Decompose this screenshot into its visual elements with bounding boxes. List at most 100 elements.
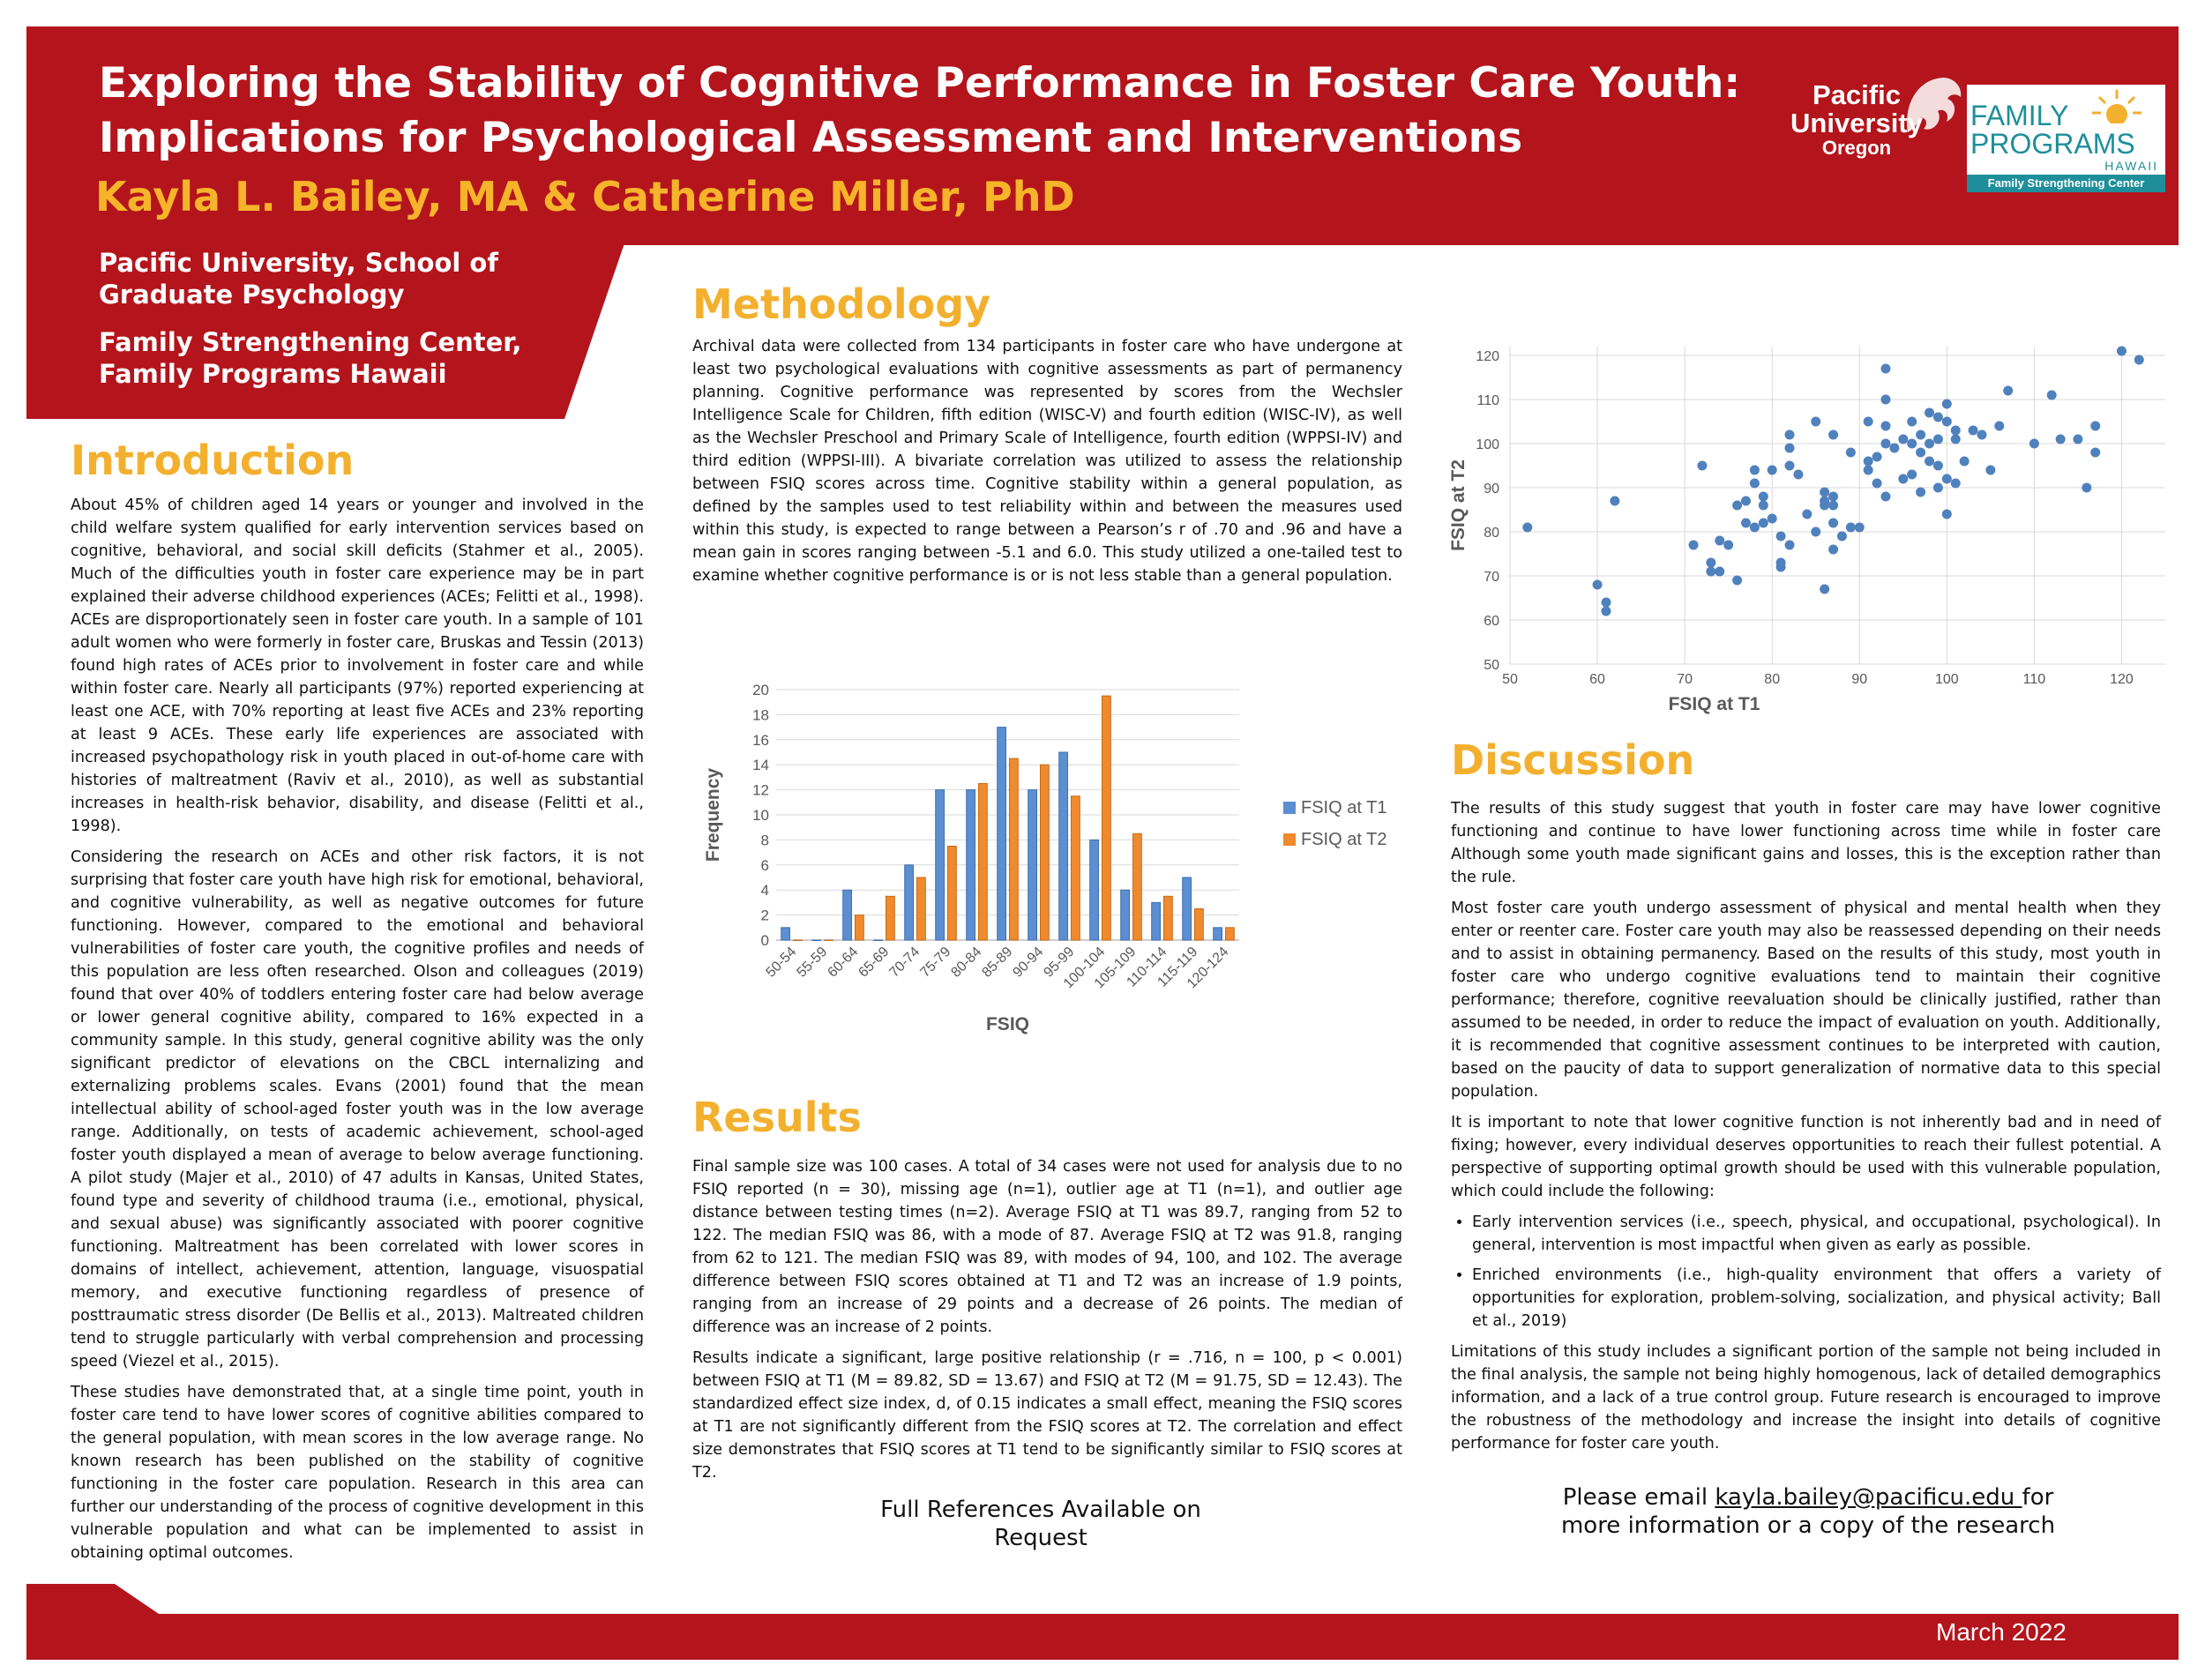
scatter-y-tick: 80 <box>1484 526 1499 541</box>
scatter-point <box>1994 421 2005 431</box>
sun-icon <box>2092 90 2141 123</box>
scatter-point <box>1863 416 1873 427</box>
scatter-point <box>2055 434 2066 444</box>
bar-y-tick: 10 <box>752 807 769 824</box>
introduction-heading: Introduction <box>71 437 355 484</box>
scatter-point <box>1749 478 1760 489</box>
scatter-point <box>1880 491 1891 502</box>
bar-t2 <box>793 939 803 941</box>
scatter-x-label: FSIQ at T1 <box>1669 694 1760 714</box>
scatter-y-tick: 50 <box>1484 658 1499 673</box>
introduction-body: About 45% of children aged 14 years or y… <box>71 494 644 1572</box>
affiliation-2: Family Strengthening Center, Family Prog… <box>99 326 521 390</box>
family-logo-word-2: PROGRAMS <box>1970 128 2135 160</box>
bar-x-tick: 80-84 <box>948 945 984 981</box>
discussion-heading: Discussion <box>1451 736 1695 784</box>
bar-t1 <box>781 927 790 941</box>
scatter-point <box>1820 584 1830 594</box>
bar-y-tick: 14 <box>752 757 769 773</box>
scatter-y-label: FSIQ at T2 <box>1448 459 1469 551</box>
scatter-point <box>1740 518 1751 528</box>
bar-t1 <box>904 864 914 941</box>
family-logo-word-1: FAMILY <box>1970 100 2069 131</box>
scatter-point <box>1863 456 1873 467</box>
bar-t2 <box>916 877 926 941</box>
scatter-x-tick: 90 <box>1851 672 1867 687</box>
bar-t2 <box>947 846 957 941</box>
scatter-point <box>1592 579 1603 590</box>
scatter-point <box>1610 496 1620 506</box>
scatter-point <box>1697 460 1708 471</box>
scatter-point <box>1820 487 1830 497</box>
references-note-line-1: Full References Available on <box>880 1497 1201 1523</box>
scatter-point <box>1941 416 1952 427</box>
scatter-point <box>1880 394 1891 405</box>
scatter-point <box>1522 522 1533 533</box>
discussion-bullet-1: Early intervention services (i.e., speec… <box>1472 1211 2161 1257</box>
scatter-point <box>1828 518 1839 528</box>
scatter-point <box>1880 421 1891 431</box>
scatter-x-tick: 50 <box>1502 672 1518 687</box>
boxer-mascot-icon <box>1907 78 1962 132</box>
discussion-paragraph-3: It is important to note that lower cogni… <box>1451 1114 2161 1200</box>
contact-suffix: for <box>2022 1484 2054 1511</box>
scatter-point <box>1907 416 1917 427</box>
bar-x-tick: 90-94 <box>1010 945 1046 981</box>
scatter-point <box>1968 425 1978 436</box>
scatter-point <box>1845 447 1856 458</box>
scatter-point <box>1828 500 1839 511</box>
bar-y-tick: 2 <box>761 907 769 924</box>
scatter-point <box>1767 513 1777 524</box>
scatter-point <box>1880 438 1891 449</box>
bar-x-tick: 50-54 <box>763 945 799 981</box>
bar-t1 <box>873 939 883 941</box>
scatter-point <box>1820 496 1830 506</box>
references-note: Full References Available on Request <box>847 1496 1235 1552</box>
intro-paragraph-1: About 45% of children aged 14 years or y… <box>71 497 644 835</box>
scatter-point <box>2090 421 2101 431</box>
results-heading: Results <box>692 1094 862 1141</box>
bar-y-tick: 20 <box>752 682 769 698</box>
scatter-point <box>1811 416 1821 427</box>
authors: Kayla L. Bailey, MA & Catherine Miller, … <box>95 173 1075 220</box>
family-logo-strip: Family Strengthening Center <box>1967 175 2165 192</box>
scatter-point <box>1898 434 1909 444</box>
scatter-point <box>1740 496 1751 506</box>
scatter-point <box>1932 482 1943 493</box>
bar-y-tick: 4 <box>761 882 769 899</box>
bar-y-tick: 8 <box>761 832 769 848</box>
scatter-x-tick: 70 <box>1677 672 1693 687</box>
bar-legend-swatch <box>1283 802 1296 814</box>
scatter-point <box>1715 535 1725 546</box>
bar-x-tick: 85-89 <box>979 945 1015 981</box>
scatter-y-tick: 110 <box>1476 393 1499 408</box>
scatter-point <box>1758 500 1768 511</box>
affiliation-1-line-1: Pacific University, School of <box>99 248 498 278</box>
scatter-point <box>1977 429 1987 440</box>
bar-y-tick: 0 <box>761 932 769 949</box>
family-programs-logo: FAMILY PROGRAMS HAWAII Family Strengthen… <box>1967 85 2165 192</box>
bar-t2 <box>886 895 895 941</box>
contact-email-link[interactable]: kayla.bailey@pacificu.edu <box>1715 1484 2022 1511</box>
scatter-point <box>1950 434 1961 444</box>
bar-t1 <box>1089 839 1100 941</box>
discussion-paragraph-2: Most foster care youth undergo assessmen… <box>1451 900 2161 1101</box>
discussion-bullets: Early intervention services (i.e., speec… <box>1451 1211 2161 1333</box>
contact-line-1: Please email kayla.bailey@pacificu.edu f… <box>1499 1483 2117 1512</box>
discussion-bullet-2: Enriched environments (i.e., high-qualit… <box>1472 1264 2161 1333</box>
bar-t2 <box>1194 908 1204 941</box>
discussion-body: The results of this study suggest that y… <box>1451 797 2161 1463</box>
scatter-point <box>1784 540 1795 550</box>
scatter-point <box>1932 460 1943 471</box>
results-paragraph-1: Final sample size was 100 cases. A total… <box>692 1158 1402 1336</box>
scatter-point <box>2073 434 2083 444</box>
bar-x-tick: 70-74 <box>886 945 923 981</box>
pacific-logo-word-3: Oregon <box>1821 137 1892 159</box>
scatter-point <box>1767 465 1777 475</box>
fsiq-frequency-bar-chart: 0 2 4 6 8 10 12 14 16 18 20 50-5455-5960-6465-6970-… <box>703 682 1387 1034</box>
bar-t2 <box>1132 833 1142 941</box>
scatter-point <box>1950 425 1961 436</box>
scatter-y-tick: 120 <box>1476 349 1499 364</box>
scatter-point <box>1985 465 1996 475</box>
affiliation-banner <box>26 238 626 419</box>
